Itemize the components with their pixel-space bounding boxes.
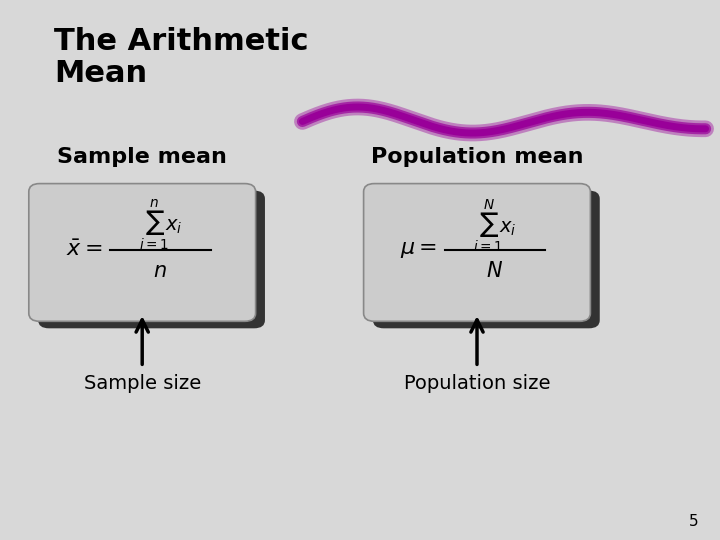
- Text: $\sum_{i=1}^{n}\!x_i$: $\sum_{i=1}^{n}\!x_i$: [138, 198, 182, 253]
- FancyBboxPatch shape: [38, 191, 265, 328]
- Text: Sample size: Sample size: [84, 374, 201, 393]
- Text: Sample mean: Sample mean: [58, 146, 227, 167]
- FancyBboxPatch shape: [364, 184, 590, 321]
- Text: $n$: $n$: [153, 261, 167, 281]
- Text: $\bar{x}=$: $\bar{x}=$: [66, 240, 102, 260]
- Text: 5: 5: [689, 514, 698, 529]
- Text: $N$: $N$: [487, 261, 503, 281]
- Text: Population mean: Population mean: [371, 146, 583, 167]
- FancyBboxPatch shape: [29, 184, 256, 321]
- Text: Population size: Population size: [404, 374, 550, 393]
- FancyBboxPatch shape: [373, 191, 600, 328]
- Text: $\mu=$: $\mu=$: [400, 240, 438, 260]
- Text: The Arithmetic
Mean: The Arithmetic Mean: [54, 27, 308, 89]
- Text: $\sum_{i=1}^{N}\!x_i$: $\sum_{i=1}^{N}\!x_i$: [473, 197, 517, 254]
